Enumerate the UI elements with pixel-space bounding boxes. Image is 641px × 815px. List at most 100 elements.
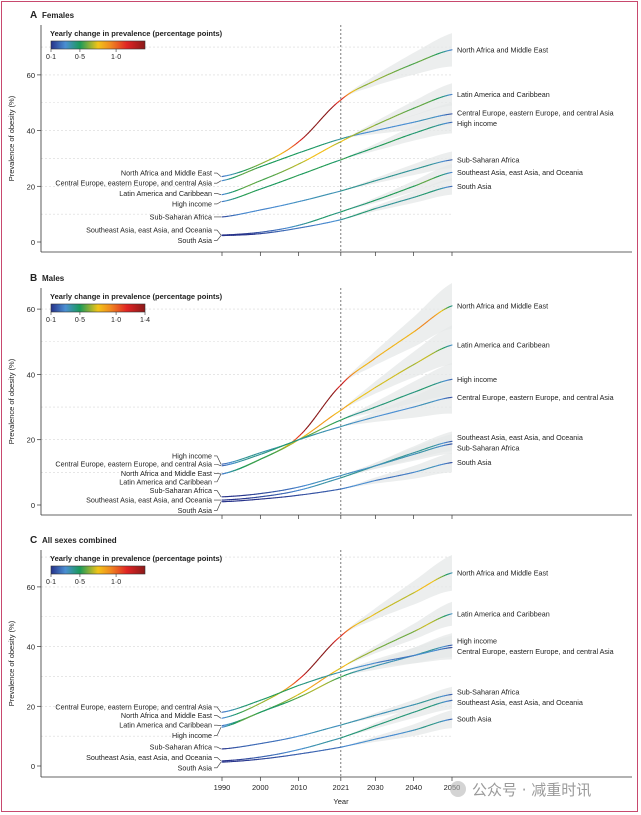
- series-label-right: Southeast Asia, east Asia, and Oceania: [457, 168, 583, 177]
- label-connector: [214, 473, 222, 483]
- label-connector: [214, 756, 222, 762]
- x-tick-label: 2021: [332, 783, 349, 792]
- colorbar-tick-label: 0·5: [75, 579, 85, 586]
- colorbar-title: Yearly change in prevalence (percentage …: [50, 554, 223, 563]
- colorbar-tick-label: 1·4: [140, 317, 150, 324]
- x-tick-label: 2010: [290, 783, 307, 792]
- series-line: [221, 443, 453, 498]
- colorbar-tick-label: 1·0: [111, 579, 121, 586]
- y-tick-label: 20: [27, 182, 35, 191]
- y-tick-label: 0: [31, 238, 35, 247]
- series-label-left: Latin America and Caribbean: [119, 477, 212, 486]
- series-label-right: South Asia: [457, 458, 491, 467]
- uncertainty-band: [340, 177, 452, 220]
- series-line: [221, 159, 453, 218]
- series-line: [221, 344, 453, 475]
- y-tick-label: 20: [27, 702, 35, 711]
- series-label-right: Latin America and Caribbean: [457, 341, 550, 350]
- series-label-right: Latin America and Caribbean: [457, 609, 550, 618]
- x-axis-label: Year: [333, 797, 349, 806]
- colorbar-tick-label: 1·0: [111, 54, 121, 61]
- series-label-right: Central Europe, eastern Europe, and cent…: [457, 647, 614, 656]
- panel-letter: A: [30, 10, 37, 21]
- x-tick-label: 1990: [214, 783, 231, 792]
- label-connector: [214, 746, 222, 750]
- y-tick-label: 60: [27, 305, 35, 314]
- series-line: [221, 693, 453, 750]
- colorbar-tick-label: 0·1: [46, 54, 56, 61]
- series-label-left: High income: [172, 451, 212, 460]
- y-tick-label: 60: [27, 71, 35, 80]
- series-line: [221, 396, 453, 467]
- line-segment: [449, 305, 453, 308]
- uncertainty-band: [340, 434, 452, 476]
- series-line: [221, 699, 453, 762]
- series-line: [221, 644, 453, 728]
- label-connector: [214, 501, 222, 511]
- series-label-right: Sub-Saharan Africa: [457, 443, 519, 452]
- series-label-left: North Africa and Middle East: [121, 169, 212, 178]
- label-connector: [214, 706, 222, 713]
- y-tick-label: 0: [31, 501, 35, 510]
- y-tick-label: 40: [27, 643, 35, 652]
- series-line: [221, 646, 453, 713]
- colorbar: [50, 303, 146, 313]
- panel-a: A Females 0 20 40 60 Prevalence of obesity (%)…: [7, 10, 632, 256]
- series-line: [221, 572, 453, 719]
- label-connector: [214, 761, 222, 769]
- series-label-left: Southeast Asia, east Asia, and Oceania: [86, 496, 212, 505]
- series-label-left: Sub-Saharan Africa: [150, 742, 212, 751]
- series-label-left: High income: [172, 731, 212, 740]
- series-label-left: South Asia: [178, 763, 212, 772]
- series-line: [221, 113, 453, 182]
- series-label-right: South Asia: [457, 715, 491, 724]
- series-line: [221, 171, 453, 236]
- series-label-left: Central Europe, eastern Europe, and cent…: [55, 179, 212, 188]
- y-tick-label: 20: [27, 436, 35, 445]
- uncertainty-band: [340, 83, 452, 142]
- label-connector: [214, 455, 222, 465]
- series-label-right: Sub-Saharan Africa: [457, 688, 519, 697]
- colorbar-tick-label: 0·5: [75, 317, 85, 324]
- panel-title: All sexes combined: [42, 536, 117, 545]
- series-line: [221, 121, 453, 203]
- series-label-right: South Asia: [457, 182, 491, 191]
- uncertainty-band: [340, 282, 452, 386]
- series-label-right: High income: [457, 637, 497, 646]
- series-label-left: Sub-Saharan Africa: [150, 486, 212, 495]
- uncertainty-band: [340, 686, 452, 726]
- label-connector: [214, 201, 222, 205]
- x-tick-label: 2000: [252, 783, 269, 792]
- series-label-left: North Africa and Middle East: [121, 711, 212, 720]
- series-label-right: North Africa and Middle East: [457, 45, 548, 54]
- y-tick-label: 40: [27, 127, 35, 136]
- series-line: [221, 185, 453, 237]
- line-segment: [449, 344, 453, 347]
- uncertainty-band: [340, 691, 452, 738]
- series-label-right: North Africa and Middle East: [457, 301, 548, 310]
- series-label-right: Central Europe, eastern Europe, and cent…: [457, 393, 614, 402]
- panel-title: Females: [42, 11, 75, 20]
- uncertainty-band: [340, 164, 452, 212]
- series-label-left: South Asia: [178, 236, 212, 245]
- watermark-logo-icon: [450, 781, 466, 797]
- x-tick-label: 2040: [405, 783, 422, 792]
- label-connector: [214, 727, 222, 737]
- series-label-left: Southeast Asia, east Asia, and Oceania: [86, 226, 212, 235]
- series-label-right: Southeast Asia, east Asia, and Oceania: [457, 433, 583, 442]
- series-label-left: Sub-Saharan Africa: [150, 212, 212, 221]
- series-label-left: North Africa and Middle East: [121, 469, 212, 478]
- line-segment: [449, 572, 453, 574]
- uncertainty-band: [340, 151, 452, 192]
- series-label-left: Central Europe, eastern Europe, and cent…: [55, 702, 212, 711]
- series-label-right: North Africa and Middle East: [457, 568, 548, 577]
- label-connector: [214, 180, 222, 184]
- label-connector: [214, 193, 222, 195]
- uncertainty-band: [340, 111, 452, 160]
- colorbar: [50, 565, 146, 575]
- y-axis-label: Prevalence of obesity (%): [7, 620, 16, 706]
- series-line: [221, 462, 453, 503]
- colorbar: [50, 40, 146, 50]
